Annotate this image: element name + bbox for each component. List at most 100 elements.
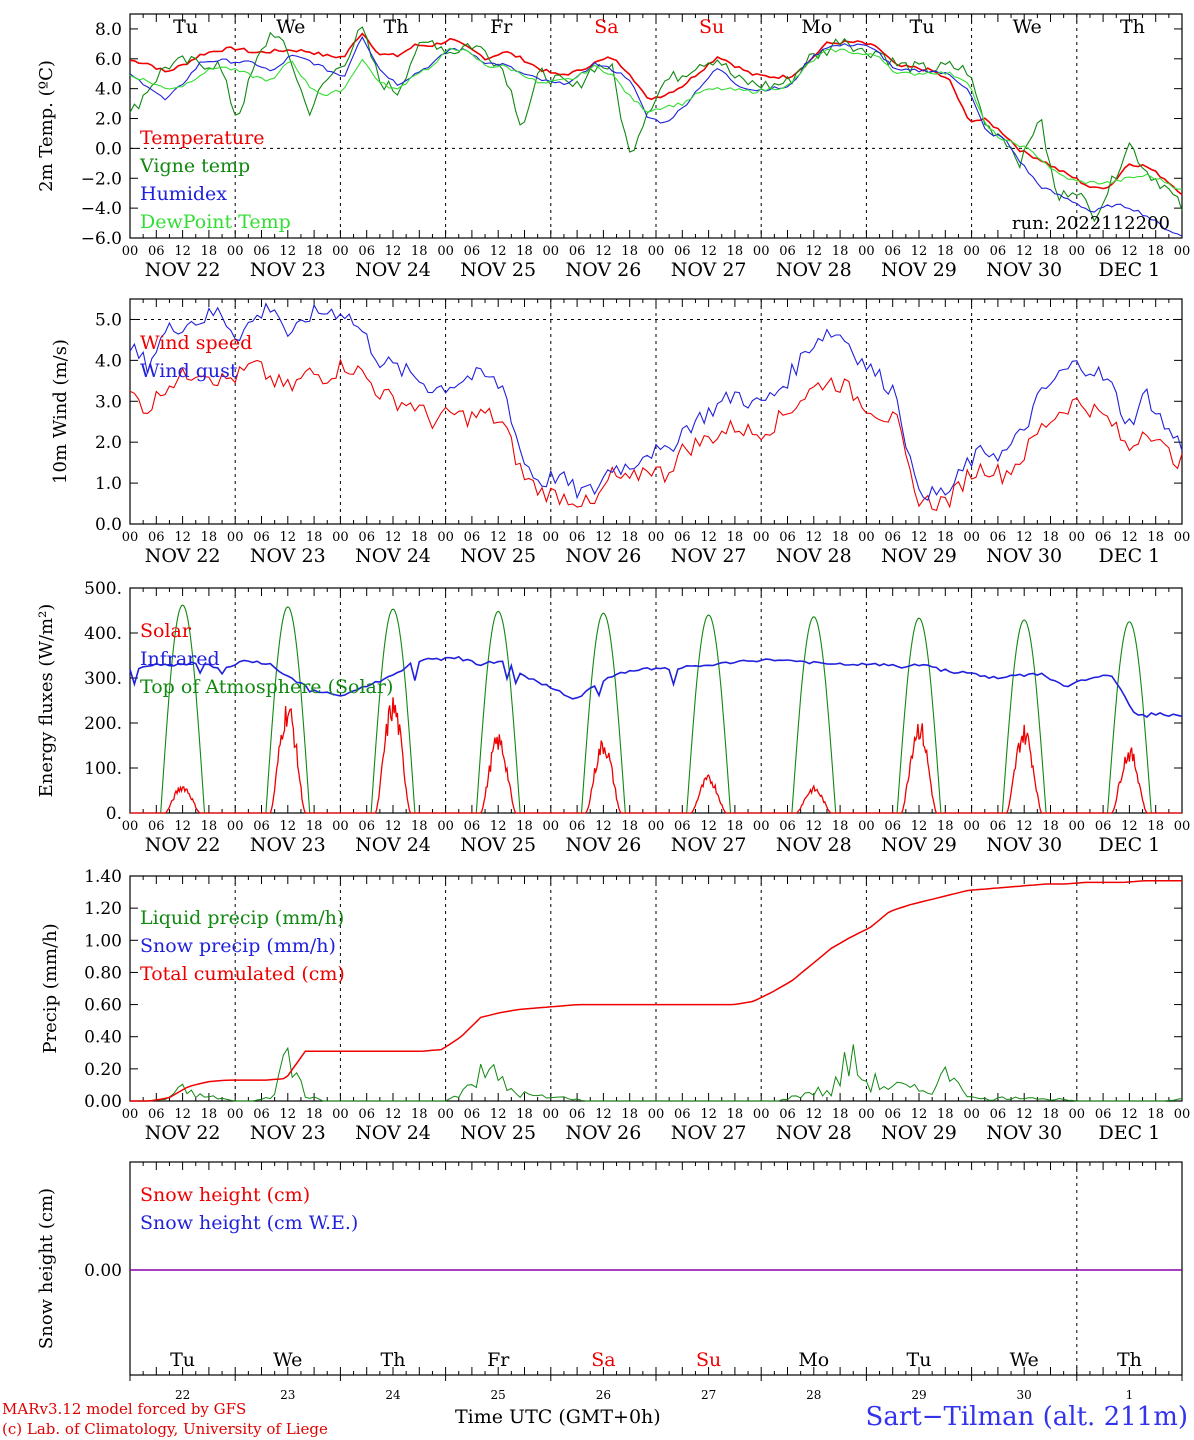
energy-hour-label: 18 [201, 819, 218, 834]
wind-hour-label: 00 [648, 530, 665, 545]
precip-hour-label: 12 [806, 1107, 823, 1122]
temp-hour-label: 12 [280, 244, 297, 259]
precip-hour-label: 00 [1069, 1107, 1086, 1122]
snow-day-label: We [1010, 1349, 1039, 1371]
energy-ytick-label: 500. [84, 579, 122, 599]
temp-hour-label: 00 [543, 244, 560, 259]
energy-toa-day-5 [656, 614, 762, 814]
precip-ytick-label: 1.40 [84, 867, 122, 887]
snow-day-number: 29 [911, 1388, 926, 1402]
temp-hour-label: 18 [411, 244, 428, 259]
energy-ytick-label: 400. [84, 624, 122, 644]
wind-hour-label: 00 [753, 530, 770, 545]
temp-date-label: NOV 25 [460, 259, 536, 281]
temp-hour-label: 00 [648, 244, 665, 259]
energy-solar-day-5 [656, 774, 762, 814]
precip-hour-label: 06 [569, 1107, 586, 1122]
precip-hour-label: 18 [306, 1107, 323, 1122]
energy-hour-label: 00 [753, 819, 770, 834]
temp-legend-0: Temperature [140, 127, 264, 149]
precip-date-label: NOV 27 [671, 1122, 747, 1144]
wind-hour-label: 00 [543, 530, 560, 545]
wind-hour-label: 00 [858, 530, 875, 545]
precip-date-label: NOV 26 [565, 1122, 641, 1144]
temp-hour-label: 00 [753, 244, 770, 259]
wind-date-label: NOV 29 [881, 545, 957, 567]
precip-hour-label: 18 [727, 1107, 744, 1122]
energy-hour-label: 00 [543, 819, 560, 834]
energy-hour-label: 12 [174, 819, 191, 834]
precip-hour-label: 18 [1042, 1107, 1059, 1122]
temp-date-label: NOV 28 [776, 259, 852, 281]
precip-ytick-label: 1.00 [84, 931, 122, 951]
energy-hour-label: 18 [832, 819, 849, 834]
precip-legend-2: Total cumulated (cm) [140, 963, 345, 985]
temp-hour-label: 06 [674, 244, 691, 259]
energy-hour-label: 12 [595, 819, 612, 834]
precip-hour-label: 12 [595, 1107, 612, 1122]
precip-ytick-label: 0.20 [84, 1060, 122, 1080]
precip-hour-label: 06 [779, 1107, 796, 1122]
energy-solar-day-1 [235, 705, 341, 814]
wind-hour-label: 12 [1016, 530, 1033, 545]
precip-hour-label: 06 [990, 1107, 1007, 1122]
energy-hour-label: 00 [1174, 819, 1191, 834]
precip-hour-label: 18 [201, 1107, 218, 1122]
temp-ylabel: 2m Temp. (ºC) [36, 60, 57, 192]
temp-hour-label: 06 [990, 244, 1007, 259]
wind-hour-label: 12 [174, 530, 191, 545]
temp-hour-label: 12 [174, 244, 191, 259]
temp-hour-label: 18 [937, 244, 954, 259]
energy-ytick-label: 100. [84, 759, 122, 779]
wind-ytick-label: 1.0 [95, 474, 122, 494]
precip-hour-label: 12 [490, 1107, 507, 1122]
energy-ytick-label: 0. [106, 804, 122, 824]
precip-hour-label: 06 [464, 1107, 481, 1122]
temp-hour-label: 12 [1016, 244, 1033, 259]
temp-hour-label: 12 [490, 244, 507, 259]
wind-date-label: DEC 1 [1099, 545, 1161, 567]
temp-hour-label: 12 [911, 244, 928, 259]
energy-hour-label: 18 [411, 819, 428, 834]
precip-date-label: NOV 24 [355, 1122, 431, 1144]
snow-day-number: 30 [1017, 1388, 1032, 1402]
precip-ytick-label: 0.60 [84, 996, 122, 1016]
precip-legend-0: Liquid precip (mm/h) [140, 907, 344, 929]
snow-day-label: Fr [487, 1349, 510, 1371]
precip-ytick-label: 0.00 [84, 1092, 122, 1112]
energy-date-label: NOV 22 [145, 834, 221, 856]
temp-hour-label: 12 [1121, 244, 1138, 259]
snow-day-number: 22 [175, 1388, 190, 1402]
temp-ytick-label: 2.0 [95, 110, 122, 130]
energy-toa-day-8 [971, 619, 1077, 814]
precip-hour-label: 18 [1147, 1107, 1164, 1122]
energy-date-label: NOV 23 [250, 834, 326, 856]
wind-hour-label: 06 [884, 530, 901, 545]
temp-hour-label: 12 [700, 244, 717, 259]
energy-date-label: NOV 27 [671, 834, 747, 856]
energy-legend-1: Infrared [140, 648, 220, 670]
energy-hour-label: 00 [648, 819, 665, 834]
precip-hour-label: 00 [858, 1107, 875, 1122]
precip-hour-label: 18 [937, 1107, 954, 1122]
temp-date-label: NOV 30 [986, 259, 1062, 281]
precip-hour-label: 00 [543, 1107, 560, 1122]
precip-hour-label: 00 [1174, 1107, 1191, 1122]
temp-ytick-label: 6.0 [95, 50, 122, 70]
temp-series-2 [129, 36, 1183, 237]
wind-date-label: NOV 25 [460, 545, 536, 567]
snow-day-label: Tu [170, 1349, 195, 1371]
precip-hour-label: 00 [753, 1107, 770, 1122]
precip-hour-label: 12 [280, 1107, 297, 1122]
temp-hour-label: 06 [148, 244, 165, 259]
wind-hour-label: 12 [911, 530, 928, 545]
snow-day-label: Mo [798, 1349, 829, 1371]
snow-ytick-label: 0.00 [84, 1261, 122, 1281]
credit-lab: (c) Lab. of Climatology, University of L… [2, 1420, 328, 1438]
snow-day-label: Su [696, 1349, 721, 1371]
energy-hour-label: 18 [1042, 819, 1059, 834]
temp-hour-label: 00 [1174, 244, 1191, 259]
precip-date-label: DEC 1 [1099, 1122, 1161, 1144]
energy-hour-label: 00 [1069, 819, 1086, 834]
precip-date-label: NOV 30 [986, 1122, 1062, 1144]
